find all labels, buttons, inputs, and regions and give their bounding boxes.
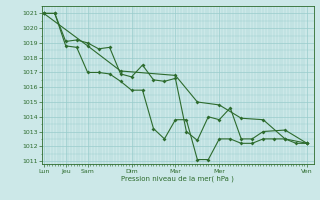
X-axis label: Pression niveau de la mer( hPa ): Pression niveau de la mer( hPa ) — [121, 175, 234, 182]
